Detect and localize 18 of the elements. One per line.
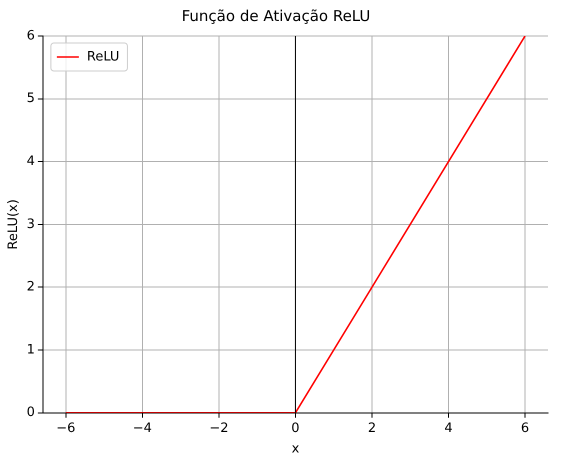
legend-label: ReLU xyxy=(86,49,120,64)
y-tick-label: 6 xyxy=(26,28,35,44)
y-tick-label: 3 xyxy=(26,216,35,232)
y-tick-label: 0 xyxy=(26,405,35,420)
x-tick-label: −4 xyxy=(132,420,152,436)
x-tick-label: 0 xyxy=(291,420,300,436)
y-tick-label: 2 xyxy=(26,280,35,295)
x-axis-title: x xyxy=(292,442,300,457)
chart-title: Função de Ativação ReLU xyxy=(182,6,370,25)
y-axis-title: ReLU(x) xyxy=(6,199,22,250)
y-tick-label: 4 xyxy=(26,154,35,169)
x-tick-label: 2 xyxy=(368,420,376,436)
y-tick-label: 5 xyxy=(26,91,35,106)
y-tick-label: 1 xyxy=(26,342,35,358)
x-tick-label: 6 xyxy=(520,420,530,436)
x-tick-label: 4 xyxy=(444,420,453,436)
x-tick-label: −6 xyxy=(56,420,76,436)
x-tick-label: −2 xyxy=(209,420,228,436)
